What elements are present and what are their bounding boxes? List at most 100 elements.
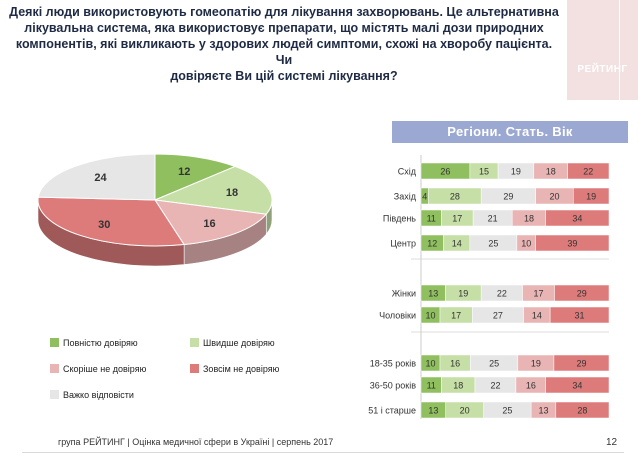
pie-tops xyxy=(37,153,273,247)
legend-label: Важко відповісти xyxy=(63,390,134,400)
bar-row-label: 51 і старше xyxy=(368,406,416,416)
page-title: Деякі люди використовують гомеопатію для… xyxy=(8,4,560,84)
bar-segment xyxy=(549,306,610,324)
pie-slice-0 xyxy=(154,153,237,201)
bar-value-label: 22 xyxy=(497,289,507,299)
bar-value-label: 14 xyxy=(452,239,462,249)
legend-swatch xyxy=(50,390,59,399)
page-number: 12 xyxy=(606,437,618,448)
bar-value-label: 20 xyxy=(460,406,470,416)
title-line-1: Деякі люди використовують гомеопатію для… xyxy=(9,5,559,19)
bar-segment xyxy=(555,401,610,419)
bar-value-label: 26 xyxy=(440,167,450,177)
bar-value-label: 11 xyxy=(427,214,436,224)
bar-segment xyxy=(553,354,610,372)
bar-row-label: 18-35 років xyxy=(370,359,416,369)
legend-label: Зовсім не довіряю xyxy=(203,364,280,374)
bar-value-label: 21 xyxy=(488,214,498,224)
bar-value-label: 19 xyxy=(511,167,521,177)
bar-row-label: Чоловіки xyxy=(379,311,416,321)
bar-value-label: 11 xyxy=(427,381,436,391)
bar-row-label: 36-50 років xyxy=(370,381,416,391)
bar-row-label: Південь xyxy=(383,214,416,224)
bar-value-label: 10 xyxy=(425,311,435,321)
logo-text: РЕЙТИНГ xyxy=(577,64,628,75)
bar-value-label: 28 xyxy=(577,406,587,416)
bar-value-label: 39 xyxy=(567,239,577,249)
bar-value-label: 14 xyxy=(532,311,542,321)
legend-label: Швидше довіряю xyxy=(203,338,275,348)
footer-divider xyxy=(22,452,624,453)
bar-value-label: 12 xyxy=(427,239,437,249)
bar-value-label: 10 xyxy=(425,359,435,369)
title-line-2: лікувальна система, яка використовує пре… xyxy=(24,21,544,35)
bar-value-label: 22 xyxy=(583,167,593,177)
bar-row-label: Центр xyxy=(390,239,416,249)
bar-value-label: 27 xyxy=(493,311,503,321)
legend-item: Важко відповісти xyxy=(50,390,134,400)
logo-divider xyxy=(619,0,620,100)
bar-value-label: 18 xyxy=(453,381,463,391)
bar-value-label: 13 xyxy=(538,406,548,416)
pie-value-label: 24 xyxy=(94,172,107,184)
legend-item: Зовсім не довіряю xyxy=(190,364,279,374)
legend-item: Скоріше не довіряю xyxy=(50,364,146,374)
bar-value-label: 16 xyxy=(526,381,536,391)
legend-swatch xyxy=(190,364,199,373)
pie-chart: 12 18 16 30 24 xyxy=(37,153,273,267)
bar-row-label: Жінки xyxy=(392,289,416,299)
pie-slice-1 xyxy=(153,165,273,215)
bar-value-label: 22 xyxy=(490,381,500,391)
bar-segment xyxy=(535,234,610,252)
pie-labels: 12 18 16 30 24 xyxy=(94,166,238,231)
bar-row-label: Захід xyxy=(394,192,417,202)
bar-value-label: 18 xyxy=(546,167,556,177)
bar-value-label: 13 xyxy=(428,406,438,416)
pie-legend: Повністю довіряю Швидше довіряю Скоріше не… xyxy=(50,338,320,420)
bar-value-label: 25 xyxy=(502,406,512,416)
pie-slice-3 xyxy=(37,196,185,247)
bar-segment xyxy=(545,376,610,394)
legend-swatch xyxy=(190,338,199,347)
bar-value-label: 31 xyxy=(575,311,585,321)
bar-segment xyxy=(567,162,610,180)
bar-value-label: 34 xyxy=(572,214,582,224)
pie-value-label: 16 xyxy=(203,218,215,230)
bar-value-label: 29 xyxy=(576,359,586,369)
legend-item: Швидше довіряю xyxy=(190,338,275,348)
pie-slice-4 xyxy=(37,153,156,201)
bar-value-label: 17 xyxy=(451,311,461,321)
bar-segment xyxy=(573,187,610,205)
bar-value-label: 25 xyxy=(489,359,499,369)
pie-slice-2 xyxy=(153,199,268,246)
pie-value-label: 12 xyxy=(178,166,190,178)
bar-value-label: 18 xyxy=(524,214,534,224)
bar-value-label: 34 xyxy=(572,381,582,391)
legend-label: Скоріше не довіряю xyxy=(63,364,147,374)
legend-item: Повністю довіряю xyxy=(50,338,138,348)
bar-value-label: 17 xyxy=(533,289,543,299)
bar-segment xyxy=(554,284,610,302)
stacked-bar-chart: Схід 26 15 19 18 22 Захід 4 28 29 20 19 Південь 11 17 2… xyxy=(368,155,610,419)
breakdown-banner: Регіони. Стать. Вік xyxy=(392,121,628,143)
pie-value-label: 30 xyxy=(98,219,110,231)
legend-swatch xyxy=(50,364,59,373)
bar-row-label: Схід xyxy=(398,167,417,177)
bar-value-label: 10 xyxy=(521,239,531,249)
pie-value-label: 18 xyxy=(226,187,238,199)
bar-value-label: 4 xyxy=(422,192,427,202)
legend-label: Повністю довіряю xyxy=(63,338,138,348)
rating-logo: РЕЙТИНГ xyxy=(567,0,638,100)
bar-value-label: 15 xyxy=(479,167,489,177)
bar-value-label: 29 xyxy=(577,289,587,299)
title-line-4: довіряєте Ви цій системі лікування? xyxy=(170,69,398,83)
bar-value-label: 17 xyxy=(452,214,462,224)
legend-swatch xyxy=(50,338,59,347)
bar-value-label: 19 xyxy=(531,359,541,369)
bar-value-label: 28 xyxy=(450,192,460,202)
bar-value-label: 20 xyxy=(549,192,559,202)
footer-text: група РЕЙТИНГ | Оцінка медичної сфери в … xyxy=(58,437,334,447)
bar-value-label: 16 xyxy=(450,359,460,369)
bar-value-label: 13 xyxy=(428,289,438,299)
bar-value-label: 19 xyxy=(458,289,468,299)
